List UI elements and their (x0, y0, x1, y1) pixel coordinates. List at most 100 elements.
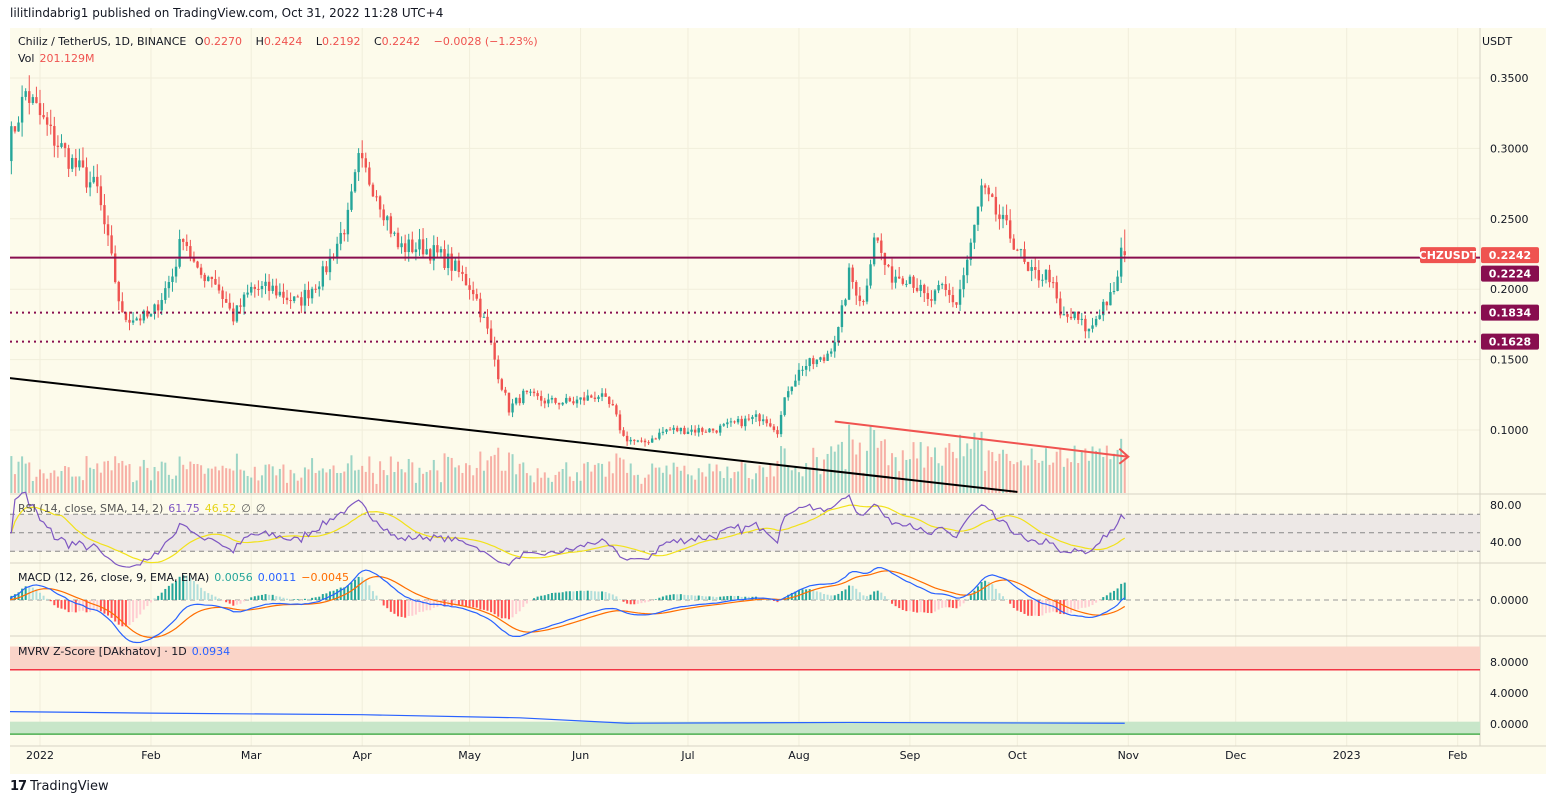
volume-bar (1084, 448, 1087, 493)
chart-canvas[interactable]: 0.3500 0.3000 0.2500 0.2000 0.1500 0.1000 2022… (10, 28, 1546, 774)
candle-body (378, 196, 382, 210)
candle-body (829, 351, 833, 354)
candle (375, 190, 378, 202)
candle-body (264, 281, 267, 287)
volume-bar (955, 458, 958, 493)
mvrv-legend[interactable]: MVRV Z-Score [DAkhatov] · 1D 0.0934 (18, 645, 231, 658)
candle (557, 402, 561, 410)
macd-hist-bar (479, 600, 482, 610)
macd-hist-bar (583, 590, 586, 600)
candle-body (600, 393, 604, 397)
macd-hist-bar (837, 593, 840, 600)
candle (801, 365, 804, 376)
candle (45, 112, 49, 136)
candle-body (228, 302, 231, 309)
candle-body (78, 160, 81, 168)
macd-hist-bar (676, 594, 679, 600)
volume-bar (525, 473, 528, 493)
candle (38, 89, 42, 125)
candle-body (432, 245, 435, 261)
macd-hist-bar (565, 591, 568, 600)
candle (1005, 204, 1008, 226)
volume-bar (973, 432, 976, 493)
last-price-tag (1481, 247, 1539, 264)
candle-body (633, 439, 636, 441)
candle-body (1112, 290, 1116, 293)
candle-body (991, 194, 994, 197)
macd-hist-bar (64, 600, 67, 610)
macd-hist-bar (1030, 600, 1033, 616)
candle-body (1051, 282, 1055, 284)
volume-bar (583, 463, 586, 493)
candle (117, 280, 120, 311)
candle-body (640, 440, 643, 442)
candle (933, 288, 937, 305)
candle (182, 238, 185, 251)
volume-bar (397, 461, 399, 493)
volume-bar (81, 480, 84, 493)
volume-bar (966, 443, 969, 493)
volume-bar (715, 464, 718, 493)
volume-bar (404, 472, 407, 493)
candle (1066, 313, 1069, 323)
candle (235, 305, 239, 323)
volume-bar (951, 451, 954, 493)
candle (106, 215, 110, 247)
candle (769, 418, 772, 428)
candle (983, 183, 987, 195)
candle-body (275, 285, 278, 296)
symbol-label[interactable]: Chiliz / TetherUS, 1D, BINANCE (18, 35, 187, 48)
volume-bar (286, 482, 289, 493)
candle-body (178, 239, 181, 267)
candle (429, 248, 432, 264)
candle-body (314, 288, 317, 290)
candle-body (1019, 249, 1023, 251)
candle-body (464, 273, 468, 286)
volume-bar (894, 457, 897, 493)
volume-bar (239, 469, 242, 493)
candle-body (711, 428, 715, 431)
volume-bar (1070, 462, 1073, 493)
volume-bar (651, 463, 654, 493)
volume-bar (167, 474, 170, 493)
candle-body (174, 266, 178, 277)
macd-hist-bar (429, 600, 432, 611)
candle-body (328, 256, 332, 273)
volume-bar (443, 453, 446, 493)
volume-bar (533, 482, 536, 493)
candle-body (217, 284, 221, 291)
macd-hist-bar (171, 583, 174, 600)
macd-legend[interactable]: MACD (12, 26, close, 9, EMA, EMA) 0.0056 0… (18, 571, 349, 584)
change-value: −0.0028 (−1.23%) (433, 35, 538, 48)
volume-bar (618, 457, 621, 493)
candle-body (471, 289, 475, 295)
candle-body (840, 305, 844, 328)
volume-bar (146, 467, 149, 493)
macd-hist-bar (862, 595, 865, 600)
macd-hist-bar (139, 600, 142, 615)
volume-bar (1027, 465, 1030, 493)
macd-hist-bar (1034, 600, 1037, 616)
candle-body (167, 282, 171, 289)
volume-bar (17, 461, 20, 493)
candle (443, 240, 446, 270)
volume-bar (633, 475, 636, 493)
tradingview-logo[interactable]: 17 TradingView (10, 779, 109, 794)
macd-hist-bar (128, 600, 131, 626)
candle-body (1066, 314, 1069, 317)
volume-bar (740, 461, 743, 493)
candle (568, 396, 572, 403)
candle (622, 427, 625, 437)
macd-hist-bar (661, 596, 664, 600)
candle (912, 275, 915, 293)
candle-body (919, 284, 922, 291)
candle-body (403, 243, 407, 253)
volume-bar (386, 475, 389, 493)
rsi-legend[interactable]: RSI (14, close, SMA, 14, 2) 61.75 46.52 ∅ ∅ (18, 502, 266, 515)
macd-hist-bar (225, 600, 228, 603)
candle-body (1012, 238, 1015, 250)
mvrv-tick-label: 4.0000 (1490, 687, 1529, 700)
candle (1048, 264, 1051, 288)
candle (744, 415, 747, 431)
chart-frame[interactable]: 0.3500 0.3000 0.2500 0.2000 0.1500 0.1000 2022… (10, 28, 1546, 774)
